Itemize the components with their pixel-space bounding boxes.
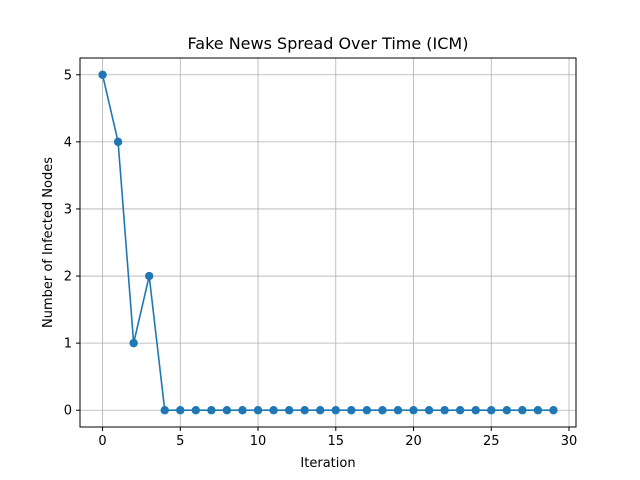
data-point — [176, 406, 185, 415]
data-point — [222, 406, 232, 415]
data-point — [471, 406, 480, 415]
data-point — [269, 406, 278, 415]
chart-title: Fake News Spread Over Time (ICM) — [188, 34, 469, 53]
x-tick-label: 15 — [328, 434, 345, 449]
data-point — [191, 406, 201, 415]
y-tick-label: 1 — [64, 337, 72, 352]
data-point — [409, 406, 418, 415]
data-point — [440, 406, 449, 415]
data-point — [549, 406, 558, 415]
data-point — [129, 338, 138, 348]
data-point — [393, 406, 403, 415]
data-point — [207, 406, 216, 415]
data-point — [455, 406, 465, 415]
x-tick-label: 30 — [561, 434, 578, 449]
y-tick-label: 4 — [64, 135, 72, 150]
data-point — [362, 406, 372, 415]
y-tick-label: 0 — [64, 404, 72, 419]
x-tick-label: 5 — [176, 434, 184, 449]
x-axis-label: Iteration — [300, 456, 355, 471]
data-point — [144, 271, 154, 281]
data-point — [300, 406, 309, 415]
data-point — [160, 406, 169, 415]
y-tick-label: 5 — [64, 68, 72, 83]
data-point — [284, 406, 294, 415]
data-point — [113, 137, 123, 147]
data-point — [316, 406, 325, 415]
data-point — [98, 70, 107, 79]
x-tick-label: 10 — [250, 434, 267, 449]
data-point — [502, 406, 512, 415]
data-point — [253, 406, 263, 415]
x-tick-label: 20 — [405, 434, 422, 449]
x-tick-label: 25 — [483, 434, 500, 449]
data-point — [238, 406, 247, 415]
y-tick-label: 3 — [64, 202, 72, 217]
y-axis-label: Number of Infected Nodes — [41, 157, 56, 328]
data-point — [533, 406, 543, 415]
data-point — [518, 406, 527, 415]
data-point — [347, 406, 356, 415]
x-tick-label: 0 — [98, 434, 106, 449]
y-tick-label: 2 — [64, 270, 72, 285]
plot-frame — [79, 57, 577, 428]
data-point — [487, 406, 496, 415]
data-point — [378, 406, 387, 415]
series-infected-nodes — [98, 70, 558, 415]
data-point — [331, 406, 340, 415]
data-point — [424, 406, 434, 415]
axis-ticks: 0 5 10 15 20 25 30 0 1 2 3 4 5 — [64, 68, 578, 449]
